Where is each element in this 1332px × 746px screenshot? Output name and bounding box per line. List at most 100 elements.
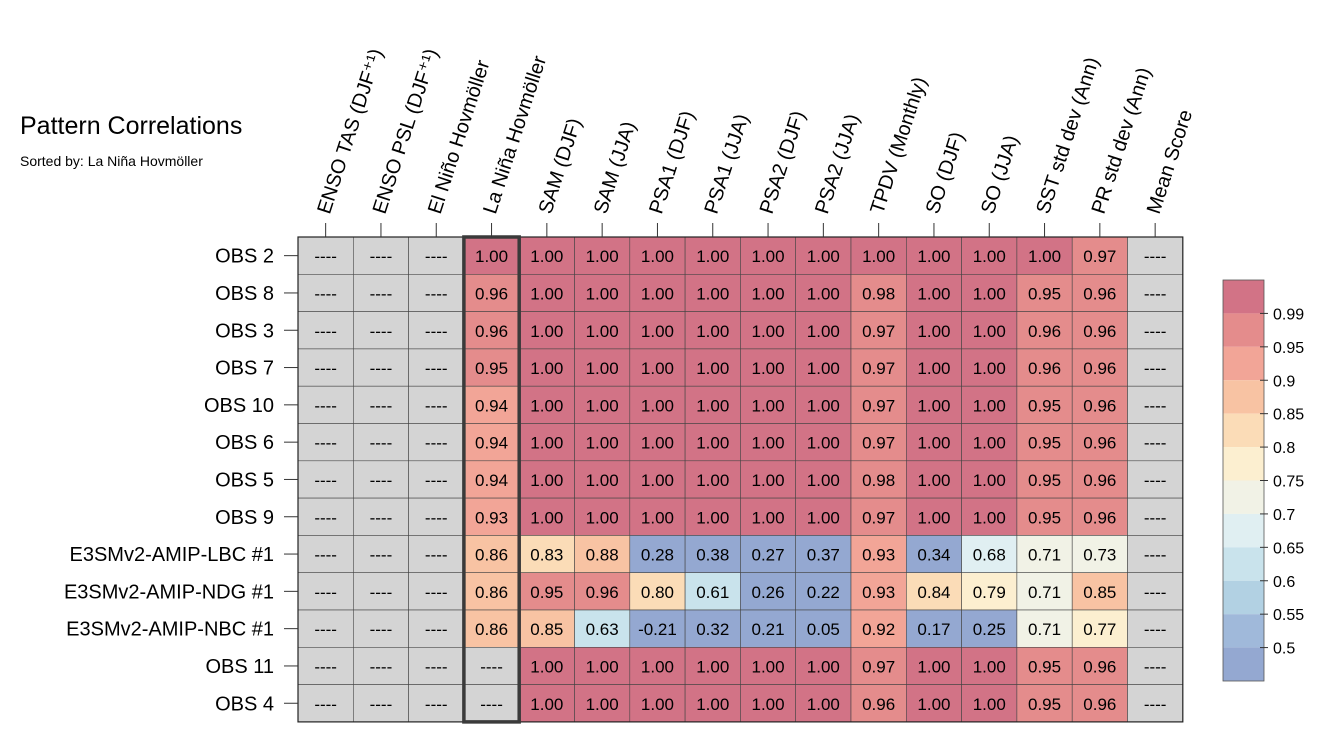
cell-value-label: 0.96 <box>1083 471 1116 490</box>
heatmap-cell <box>795 348 852 387</box>
row-label: OBS 11 <box>205 656 274 678</box>
cell-value-label: 1.00 <box>973 396 1006 415</box>
row-label: E3SMv2-AMIP-LBC #1 <box>69 544 274 566</box>
heatmap-cell <box>1016 460 1073 499</box>
heatmap-cell <box>684 423 741 462</box>
heatmap-cell <box>463 348 520 387</box>
colorbar-tick-label: 0.6 <box>1273 574 1295 591</box>
heatmap-cell <box>297 236 354 275</box>
heatmap-cell <box>961 273 1018 312</box>
cell-value-label: 1.00 <box>917 434 950 453</box>
heatmap-cell <box>905 385 962 424</box>
heatmap-cell <box>1071 385 1128 424</box>
cell-value-label: ---- <box>370 359 393 378</box>
heatmap-cell <box>408 535 465 574</box>
heatmap-cell <box>850 273 907 312</box>
colorbar-swatch <box>1223 280 1264 314</box>
heatmap-cell <box>297 460 354 499</box>
cell-value-label: 1.00 <box>807 396 840 415</box>
cell-value-label: 1.00 <box>586 322 619 341</box>
cell-value-label: 0.79 <box>973 583 1006 602</box>
heatmap-cell <box>1071 423 1128 462</box>
cell-value-label: ---- <box>370 657 393 676</box>
cell-value-label: 1.00 <box>917 508 950 527</box>
heatmap-cell <box>463 385 520 424</box>
cell-value-label: 1.00 <box>752 247 785 266</box>
cell-value-label: ---- <box>370 583 393 602</box>
cell-value-label: 0.95 <box>1028 508 1061 527</box>
cell-value-label: ---- <box>425 620 448 639</box>
cell-value-label: 1.00 <box>530 695 563 714</box>
heatmap-cell <box>1071 311 1128 350</box>
heatmap-cell <box>740 385 797 424</box>
heatmap-cell <box>740 273 797 312</box>
cell-value-label: 1.00 <box>586 284 619 303</box>
cell-value-label: ---- <box>314 546 337 565</box>
heatmap-cell <box>574 497 631 536</box>
cell-value-label: 0.71 <box>1028 583 1061 602</box>
cell-value-label: ---- <box>1144 322 1167 341</box>
heatmap-cell <box>1016 684 1073 723</box>
cell-value-label: 0.83 <box>530 546 563 565</box>
heatmap-cell <box>684 385 741 424</box>
heatmap-cell <box>297 535 354 574</box>
heatmap-cell <box>1127 273 1184 312</box>
heatmap-cell <box>1127 423 1184 462</box>
cell-value-label: 0.93 <box>862 583 895 602</box>
cell-value-label: 0.96 <box>1083 434 1116 453</box>
colorbar-tick-label: 0.65 <box>1273 540 1304 557</box>
cell-value-label: 1.00 <box>641 359 674 378</box>
heatmap-cell <box>905 273 962 312</box>
cell-value-label: ---- <box>314 620 337 639</box>
cell-value-label: 0.21 <box>752 620 785 639</box>
heatmap-cell <box>795 273 852 312</box>
colorbar-swatch <box>1223 647 1264 681</box>
colorbar-swatch <box>1223 380 1264 414</box>
heatmap-cell <box>850 385 907 424</box>
cell-value-label: 1.00 <box>862 247 895 266</box>
heatmap-cell <box>1127 646 1184 685</box>
cell-value-label: ---- <box>370 396 393 415</box>
cell-value-label: 1.00 <box>696 508 729 527</box>
cell-value-label: 1.00 <box>807 284 840 303</box>
cell-value-label: ---- <box>314 583 337 602</box>
cell-value-label: 1.00 <box>1028 247 1061 266</box>
chart-title: Pattern Correlations <box>20 112 243 140</box>
cell-value-label: 1.00 <box>641 284 674 303</box>
heatmap-cell <box>961 646 1018 685</box>
heatmap-cell <box>574 609 631 648</box>
cell-value-label: 1.00 <box>917 359 950 378</box>
cell-value-label: 0.37 <box>807 546 840 565</box>
cell-value-label: ---- <box>370 508 393 527</box>
cell-value-label: ---- <box>314 434 337 453</box>
heatmap-cell <box>463 423 520 462</box>
cell-value-label: 1.00 <box>807 359 840 378</box>
heatmap-cell <box>629 311 686 350</box>
heatmap-cell <box>795 572 852 611</box>
heatmap-cell <box>905 460 962 499</box>
column-label: Mean Score <box>1143 107 1197 216</box>
heatmap-cell <box>684 535 741 574</box>
cell-value-label: 0.85 <box>1083 583 1116 602</box>
cell-value-label: 0.28 <box>641 546 674 565</box>
heatmap-cell <box>905 572 962 611</box>
heatmap-cell <box>740 609 797 648</box>
cell-value-label: ---- <box>370 247 393 266</box>
row-label: OBS 5 <box>215 469 274 491</box>
heatmap-cell <box>795 646 852 685</box>
heatmap-cell <box>961 535 1018 574</box>
heatmap-cell <box>352 572 409 611</box>
cell-value-label: 1.00 <box>475 247 508 266</box>
heatmap-cell <box>684 497 741 536</box>
cell-value-label: 1.00 <box>752 434 785 453</box>
heatmap-cell <box>795 460 852 499</box>
cell-value-label: 1.00 <box>530 508 563 527</box>
cell-value-label: 0.92 <box>862 620 895 639</box>
cell-value-label: 1.00 <box>917 396 950 415</box>
heatmap-cell <box>518 497 575 536</box>
heatmap-cell <box>352 497 409 536</box>
colorbar-tick-label: 0.9 <box>1273 373 1295 390</box>
cell-value-label: ---- <box>425 284 448 303</box>
heatmap-cell <box>740 460 797 499</box>
